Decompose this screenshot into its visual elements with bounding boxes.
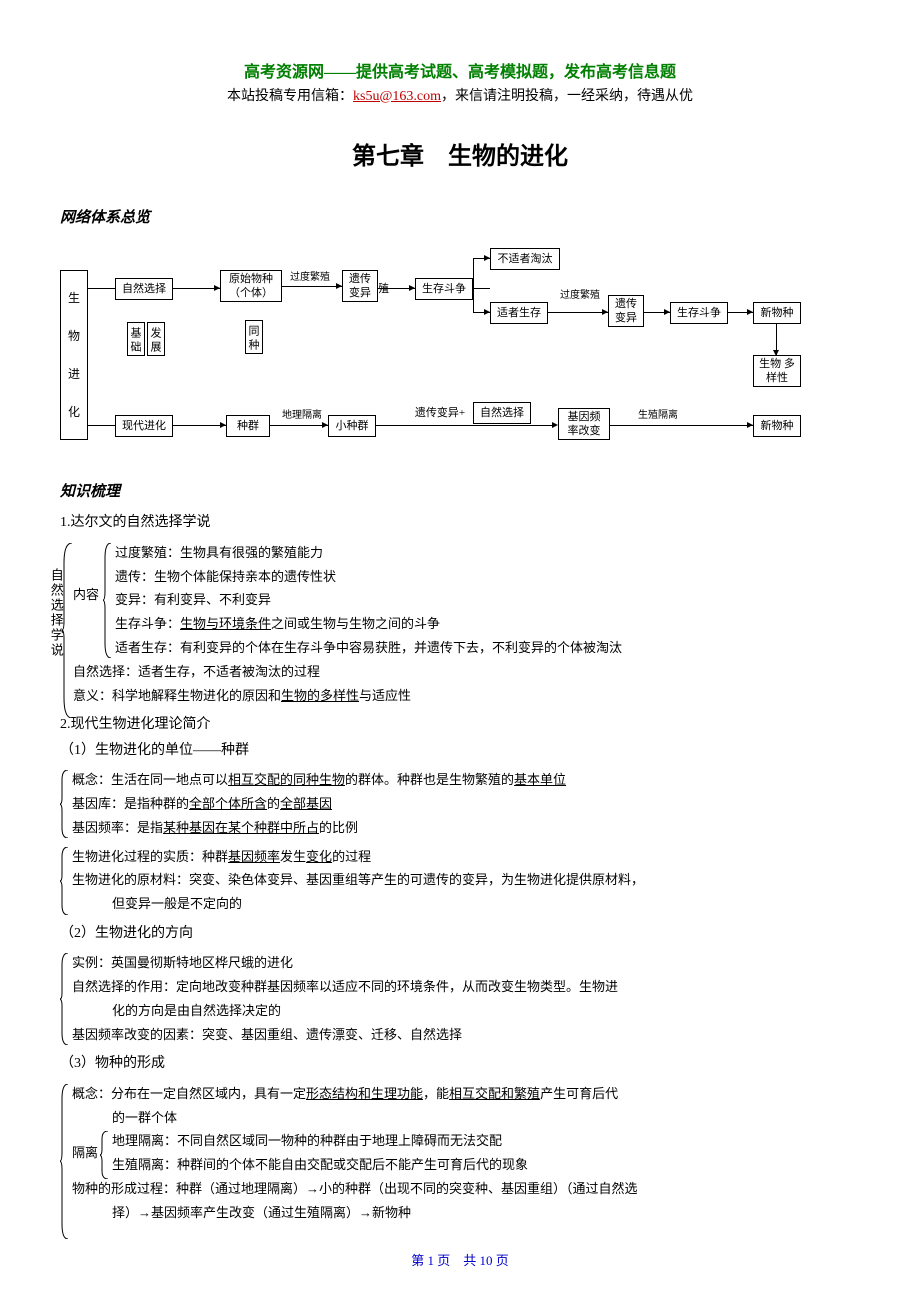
box-modern-evolution: 现代进化 [115,415,173,437]
line-species-concept: 概念：分布在一定自然区域内，具有一定形态结构和生理功能，能相互交配和繁殖产生可育… [72,1084,860,1105]
line-formation-process: 物种的形成过程：种群（通过地理隔离）→小的种群（出现不同的突变种、基因重组）（通… [72,1179,860,1200]
direction-block: 实例：英国曼彻斯特地区桦尺蛾的进化 自然选择的作用：定向地改变种群基因频率以适应… [60,953,860,1045]
box-evolution: 生 物 进 化 [60,270,88,440]
section-network-heading: 网络体系总览 [60,206,860,230]
evolution-essence-block: 生物进化过程的实质：种群基因频率发生变化的过程 生物进化的原材料：突变、染色体变… [60,847,860,915]
section-knowledge-heading: 知识梳理 [60,480,860,504]
box-new-species2: 新物种 [753,415,801,437]
box-struggle: 生存斗争 [415,278,473,300]
population-block: 概念：生活在同一地点可以相互交配的同种生物的群体。种群也是生物繁殖的基本单位 基… [60,770,860,838]
box-population: 种群 [226,415,270,437]
box-var2: 遗传 变异 [608,295,644,327]
speciation-block: 概念：分布在一定自然区域内，具有一定形态结构和生理功能，能相互交配和繁殖产生可育… [60,1084,860,1224]
line-survive: 适者生存：有利变异的个体在生存斗争中容易获胜，并遗传下去，不利变异的个体被淘汰 [115,638,860,659]
isolation-label: 隔离 [72,1143,98,1164]
item2-1: （1）生物进化的单位——种群 [60,740,860,762]
line-geo-iso: 地理隔离：不同自然区域同一物种的种群由于地理上障碍而无法交配 [112,1131,860,1152]
line-gene-pool: 基因库：是指种群的全部个体所含的全部基因 [72,794,860,815]
header-title: 高考资源网——提供高考试题、高考模拟题，发布高考信息题 [60,60,860,86]
line-significance: 意义：科学地解释生物进化的原因和生物的多样性与适应性 [73,686,860,707]
box-varsel: 遗传变异+ [410,402,470,424]
header-sub-prefix: 本站投稿专用信箱： [227,89,353,104]
box-diversity: 生物 多样性 [753,355,801,387]
line-gene-freq: 基因频率：是指某种基因在某个种群中所占的比例 [72,818,860,839]
natural-selection-doctrine: 自然选择学说 内容 过度繁殖：生物具有很强的繁殖能力 遗传：生物个体能保持亲本的… [60,543,860,707]
line-essence: 生物进化过程的实质：种群基因频率发生变化的过程 [72,847,860,868]
box-new-species1: 新物种 [753,302,801,324]
line-natsel-role: 自然选择的作用：定向地改变种群基因频率以适应不同的环境条件，从而改变生物类型。生… [72,977,860,998]
line-natsel-role-cont: 化的方向是由自然选择决定的 [72,1001,860,1022]
line-raw-material-cont: 但变异一般是不定向的 [72,894,860,915]
box-natural-selection: 自然选择 [115,278,173,300]
box-struggle2: 生存斗争 [670,302,728,324]
label-geo: 地理隔离 [282,408,322,424]
line-struggle: 生存斗争：生物与环境条件之间或生物与生物之间的斗争 [115,614,860,635]
label-over: 过度繁殖 [290,270,330,286]
box-natsel2: 自然选择 [473,402,531,424]
item2-title: 2.现代生物进化理论简介 [60,714,860,736]
header-subtitle: 本站投稿专用信箱：ks5u@163.com，来信请注明投稿，一经采纳，待遇从优 [60,86,860,108]
evolution-flowchart: 生 物 进 化 自然选择 原始物种 （个体） 过度繁殖 遗传 变异 遗传 变异 … [60,240,860,470]
box-freq: 基因频 率改变 [558,408,610,440]
line-repro-iso: 生殖隔离：种群间的个体不能自由交配或交配后不能产生可育后代的现象 [112,1155,860,1176]
box-eliminate: 不适者淘汰 [490,248,560,270]
label-repro: 生殖隔离 [638,408,678,424]
line-heredity: 遗传：生物个体能保持亲本的遗传性状 [115,567,860,588]
box-development: 发 展 [147,322,165,356]
header-sub-suffix: ，来信请注明投稿，一经采纳，待遇从优 [441,89,693,104]
box-var1: 遗传 变异 [342,270,378,302]
email-link[interactable]: ks5u@163.com [353,89,441,104]
box-survive: 适者生存 [490,302,548,324]
line-over-reproduce: 过度繁殖：生物具有很强的繁殖能力 [115,543,860,564]
item1-title: 1.达尔文的自然选择学说 [60,512,860,534]
line-freq-factors: 基因频率改变的因素：突变、基因重组、遗传漂变、迁移、自然选择 [72,1025,860,1046]
box-basis: 基 础 [127,322,145,356]
box-original-species: 原始物种 （个体） [220,270,282,302]
line-variation: 变异：有利变异、不利变异 [115,590,860,611]
line-natsel-def: 自然选择：适者生存，不适者被淘汰的过程 [73,662,860,683]
line-species-concept-cont: 的一群个体 [72,1108,860,1129]
label-over2: 过度繁殖 [560,288,600,304]
line-pop-concept: 概念：生活在同一地点可以相互交配的同种生物的群体。种群也是生物繁殖的基本单位 [72,770,860,791]
inner-label-content: 内容 [73,585,99,606]
item2-2: （2）生物进化的方向 [60,923,860,945]
line-raw-material: 生物进化的原材料：突变、染色体变异、基因重组等产生的可遗传的变异，为生物进化提供… [72,870,860,891]
box-same-species: 同 种 [245,320,263,354]
item2-3: （3）物种的形成 [60,1053,860,1075]
box-small-pop: 小种群 [328,415,376,437]
page-footer: 第 1 页 共 10 页 [0,1251,920,1272]
line-example: 实例：英国曼彻斯特地区桦尺蛾的进化 [72,953,860,974]
line-formation-process-cont: 择）→基因频率产生改变（通过生殖隔离）→新物种 [72,1203,860,1224]
chapter-title: 第七章 生物的进化 [60,138,860,176]
